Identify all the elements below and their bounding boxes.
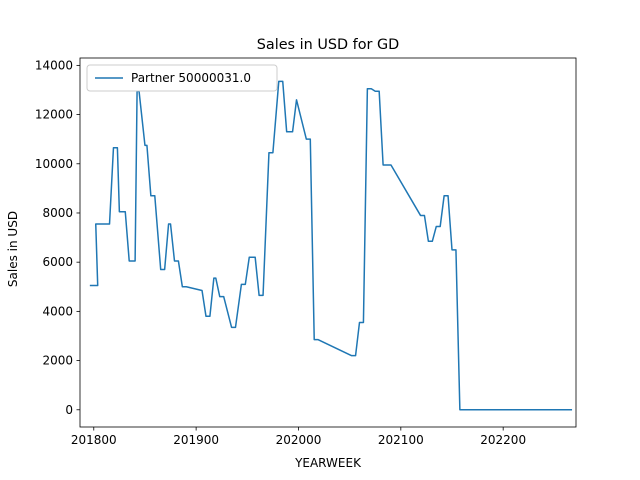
y-tick-label: 14000 — [35, 58, 73, 72]
x-axis-label: YEARWEEK — [294, 456, 362, 470]
y-tick-label: 6000 — [42, 255, 73, 269]
y-tick-label: 2000 — [42, 354, 73, 368]
legend-entry-label: Partner 50000031.0 — [131, 71, 251, 85]
x-tick-label: 202000 — [276, 433, 322, 447]
plot-area — [79, 57, 577, 428]
x-axis-ticks: 201800 201900 202000 202100 202200 — [71, 427, 526, 447]
plot-frame — [79, 57, 577, 428]
x-tick-label: 201800 — [71, 433, 117, 447]
y-axis-ticks: 0 2000 4000 6000 8000 10000 12000 14000 — [35, 58, 80, 417]
y-axis-label: Sales in USD — [6, 211, 20, 287]
x-tick-label: 202200 — [480, 433, 526, 447]
x-tick-label: 201900 — [173, 433, 219, 447]
legend-box — [86, 64, 278, 92]
y-tick-label: 4000 — [42, 304, 73, 318]
y-tick-label: 12000 — [35, 108, 73, 122]
x-tick-label: 202100 — [378, 433, 424, 447]
y-tick-label: 8000 — [42, 206, 73, 220]
y-tick-label: 10000 — [35, 157, 73, 171]
legend: Partner 50000031.0 — [86, 64, 278, 92]
chart-title: Sales in USD for GD — [257, 37, 400, 53]
series-line — [89, 80, 573, 411]
y-tick-label: 0 — [65, 403, 73, 417]
